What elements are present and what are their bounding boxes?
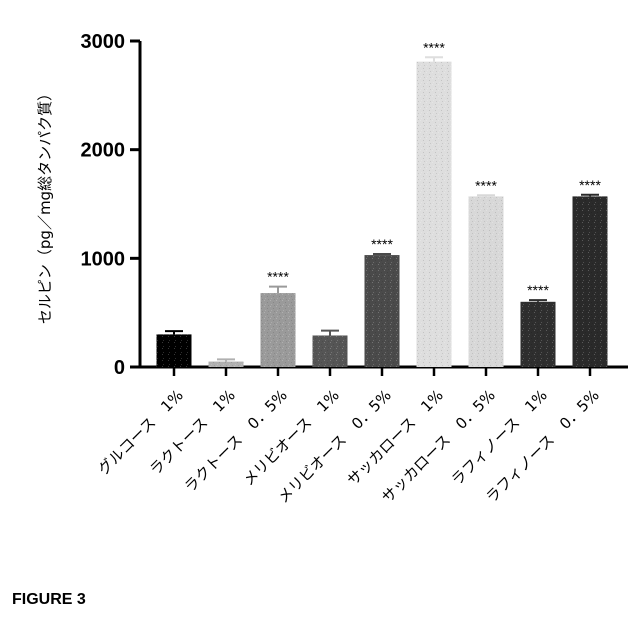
bar-texture: [469, 196, 504, 367]
category-label: サッカロース 1%: [344, 386, 447, 489]
bar-texture: [573, 196, 608, 367]
category-label: メリビオース 1%: [240, 386, 343, 489]
y-axis-label: セルピン（pg／mg総タンパク質）: [36, 86, 54, 324]
bar-texture: [365, 255, 400, 367]
significance-label: ****: [423, 39, 445, 55]
bar-texture: [417, 62, 452, 367]
bar-texture: [313, 335, 348, 367]
bar-texture: [157, 334, 192, 367]
figure-label: FIGURE 3: [12, 591, 86, 609]
bar-texture: [209, 362, 244, 367]
bar-texture: [521, 302, 556, 367]
significance-label: ****: [267, 269, 289, 285]
y-tick-label: 1000: [81, 248, 126, 270]
bar-texture: [261, 293, 296, 367]
significance-label: ****: [527, 282, 549, 298]
y-tick-label: 3000: [81, 31, 126, 53]
significance-label: ****: [475, 177, 497, 193]
significance-label: ****: [579, 177, 601, 193]
y-tick-label: 2000: [81, 140, 126, 162]
category-labels: グルコース 1%ラクトース 1%ラクトース 0．5%メリビオース 1%メリビオー…: [94, 386, 602, 507]
bars: **** **** **** **** **** ****: [157, 39, 608, 376]
category-label: ラフィノース 1%: [448, 386, 551, 489]
y-tick-label: 0: [114, 357, 125, 379]
bar-chart: 0 1000 2000 3000 **** **** **** **** **** **** グ…: [0, 0, 640, 580]
y-axis: 0 1000 2000 3000: [81, 31, 141, 379]
significance-label: ****: [371, 236, 393, 252]
